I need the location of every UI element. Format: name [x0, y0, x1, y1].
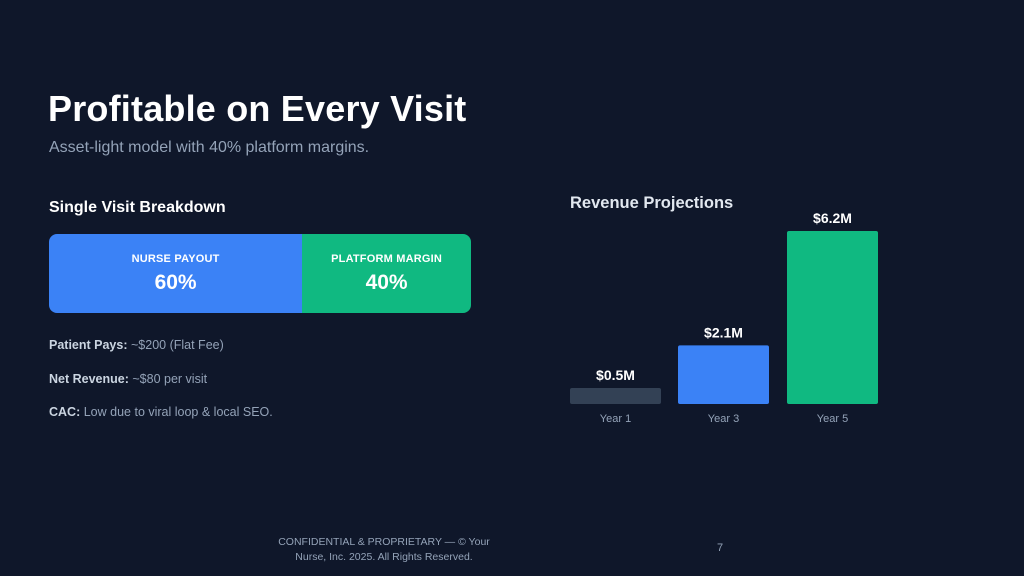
nurse-payout-value: 60%: [154, 270, 197, 294]
nurse-payout-label: NURSE PAYOUT: [131, 252, 220, 265]
bar-year-1: [570, 388, 661, 404]
x-tick-label: Year 3: [708, 413, 739, 425]
fact-net-revenue: Net Revenue: ~$80 per visit: [49, 372, 207, 386]
bar-value-label: $2.1M: [704, 324, 743, 340]
slide-subtitle: Asset-light model with 40% platform marg…: [49, 139, 370, 156]
fact-label: CAC:: [49, 405, 81, 419]
visit-split-bar: NURSE PAYOUT 60% PLATFORM MARGIN 40%: [49, 234, 471, 313]
slide-title: Profitable on Every Visit: [48, 88, 467, 129]
revenue-bar-chart: $0.5M Year 1 $2.1M Year 3 $6.2M Year 5: [570, 210, 878, 425]
footer-line-1: CONFIDENTIAL & PROPRIETARY — © Your: [278, 536, 490, 548]
page-number: 7: [716, 542, 724, 554]
fact-label: Net Revenue:: [49, 372, 129, 386]
platform-margin-segment: PLATFORM MARGIN 40%: [302, 234, 471, 313]
fact-text: ~$80 per visit: [132, 372, 208, 386]
bar-year-5: [787, 231, 878, 404]
x-tick-label: Year 1: [600, 413, 631, 425]
bar-value-label: $6.2M: [813, 210, 852, 226]
platform-margin-value: 40%: [365, 270, 408, 294]
footer-confidential: CONFIDENTIAL & PROPRIETARY — © Your Nurs…: [262, 535, 506, 565]
fact-patient-pays: Patient Pays: ~$200 (Flat Fee): [49, 338, 224, 352]
bar-value-label: $0.5M: [596, 367, 635, 383]
fact-text: Low due to viral loop & local SEO.: [83, 405, 273, 419]
nurse-payout-segment: NURSE PAYOUT 60%: [49, 234, 303, 313]
fact-label: Patient Pays:: [49, 338, 128, 352]
fact-text: ~$200 (Flat Fee): [131, 338, 224, 352]
chart-title: Revenue Projections: [570, 194, 734, 212]
platform-margin-label: PLATFORM MARGIN: [331, 252, 443, 265]
fact-cac: CAC: Low due to viral loop & local SEO.: [49, 405, 273, 419]
x-tick-label: Year 5: [817, 413, 848, 425]
breakdown-heading: Single Visit Breakdown: [49, 199, 226, 216]
bar-year-3: [678, 345, 769, 404]
footer-line-2: Nurse, Inc. 2025. All Rights Reserved.: [295, 551, 473, 563]
